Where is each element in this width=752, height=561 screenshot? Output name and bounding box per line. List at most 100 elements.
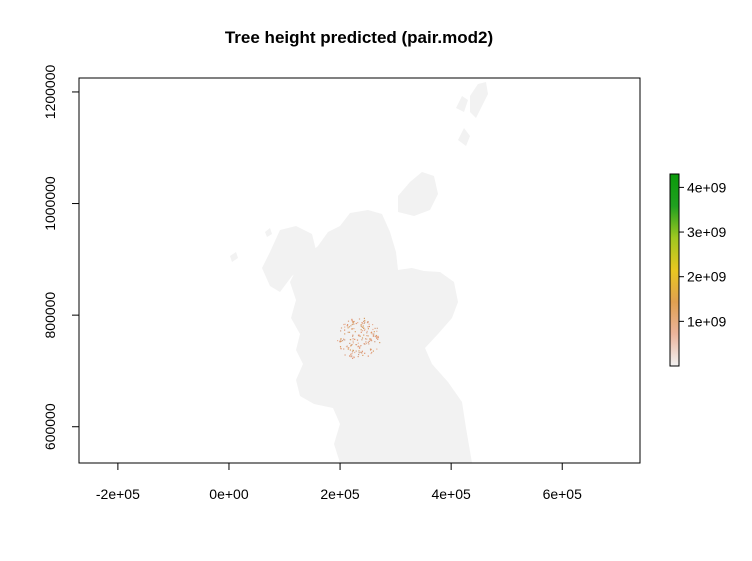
prediction-pixel bbox=[337, 340, 339, 342]
prediction-pixel bbox=[374, 335, 376, 337]
prediction-pixel bbox=[348, 347, 350, 349]
prediction-pixel bbox=[369, 338, 371, 340]
legend-tick-label: 3e+09 bbox=[687, 224, 727, 240]
prediction-pixel bbox=[350, 353, 352, 355]
prediction-pixel bbox=[374, 341, 376, 343]
prediction-pixel bbox=[376, 348, 378, 350]
prediction-pixel bbox=[368, 343, 370, 345]
y-tick-label: 600000 bbox=[42, 403, 58, 450]
prediction-pixel bbox=[364, 352, 366, 354]
prediction-pixel bbox=[344, 329, 346, 331]
prediction-pixel bbox=[349, 339, 351, 341]
x-tick-label: 6e+05 bbox=[543, 486, 583, 502]
prediction-pixel bbox=[373, 331, 375, 333]
prediction-pixel bbox=[370, 352, 372, 355]
prediction-pixel bbox=[350, 354, 352, 356]
prediction-pixel bbox=[366, 330, 368, 332]
prediction-pixel bbox=[339, 346, 342, 348]
prediction-pixel bbox=[365, 342, 368, 345]
prediction-pixel bbox=[361, 352, 363, 354]
prediction-pixel bbox=[368, 325, 370, 328]
prediction-pixel bbox=[363, 317, 365, 319]
prediction-pixel bbox=[360, 325, 362, 327]
prediction-pixel bbox=[361, 339, 363, 341]
prediction-pixel bbox=[343, 348, 345, 350]
prediction-pixel bbox=[350, 344, 352, 346]
y-axis: 600000 800000 1000000 1200000 bbox=[42, 64, 80, 450]
prediction-pixel bbox=[343, 338, 345, 340]
prediction-pixel bbox=[349, 355, 351, 357]
chart-title: Tree height predicted (pair.mod2) bbox=[224, 28, 494, 47]
prediction-pixel bbox=[361, 337, 364, 339]
prediction-pixel bbox=[371, 331, 373, 333]
prediction-pixel bbox=[364, 319, 366, 322]
prediction-pixel bbox=[360, 329, 362, 331]
prediction-pixel bbox=[367, 321, 369, 323]
prediction-pixel bbox=[352, 342, 354, 344]
prediction-pixel bbox=[361, 326, 363, 328]
land-shetland-south bbox=[456, 96, 468, 112]
raster-layer bbox=[230, 82, 488, 463]
prediction-pixel bbox=[372, 350, 374, 352]
prediction-pixel bbox=[360, 351, 362, 353]
prediction-pixel bbox=[353, 356, 355, 359]
prediction-pixel bbox=[352, 357, 354, 359]
prediction-pixel bbox=[358, 347, 361, 349]
legend-tick-label: 1e+09 bbox=[687, 313, 727, 329]
prediction-pixel bbox=[344, 323, 346, 325]
prediction-pixel bbox=[363, 343, 365, 345]
prediction-pixel bbox=[371, 351, 373, 354]
prediction-pixel bbox=[358, 318, 361, 320]
prediction-pixel bbox=[377, 337, 379, 339]
land-shetland bbox=[470, 82, 488, 118]
prediction-pixel bbox=[352, 334, 354, 336]
prediction-pixel bbox=[358, 350, 360, 352]
prediction-pixel bbox=[351, 355, 353, 357]
legend-color-bar bbox=[669, 173, 680, 367]
prediction-pixel bbox=[348, 331, 351, 333]
prediction-pixel bbox=[352, 350, 354, 352]
prediction-pixel bbox=[367, 355, 369, 357]
prediction-pixel bbox=[373, 333, 375, 335]
prediction-pixel bbox=[346, 345, 348, 347]
prediction-pixel bbox=[351, 351, 354, 353]
prediction-pixel bbox=[348, 326, 350, 328]
prediction-pixel bbox=[376, 330, 378, 332]
y-tick-label: 800000 bbox=[42, 292, 58, 339]
prediction-pixel bbox=[358, 335, 360, 337]
prediction-pixel bbox=[355, 322, 357, 325]
y-tick-label: 1000000 bbox=[42, 176, 58, 231]
prediction-pixel bbox=[363, 320, 365, 322]
prediction-pixel bbox=[361, 350, 363, 352]
prediction-pixel bbox=[354, 331, 356, 333]
prediction-pixel bbox=[360, 345, 362, 347]
x-tick-label: 2e+05 bbox=[320, 486, 360, 502]
legend-tick-label: 2e+09 bbox=[687, 269, 727, 285]
prediction-pixel bbox=[374, 327, 376, 329]
prediction-pixel bbox=[365, 338, 367, 340]
prediction-pixel bbox=[351, 344, 353, 346]
prediction-pixel bbox=[351, 320, 353, 322]
prediction-pixel bbox=[340, 327, 343, 329]
prediction-pixel bbox=[343, 323, 345, 326]
prediction-pixel bbox=[376, 327, 378, 329]
prediction-pixel bbox=[367, 341, 369, 343]
prediction-pixel bbox=[349, 342, 351, 344]
prediction-pixel bbox=[353, 328, 355, 330]
prediction-pixel bbox=[372, 328, 374, 331]
x-tick-label: -2e+05 bbox=[96, 486, 140, 502]
prediction-pixel bbox=[345, 346, 348, 348]
prediction-pixel bbox=[360, 324, 362, 326]
prediction-pixel bbox=[369, 338, 371, 340]
prediction-pixel bbox=[352, 321, 355, 323]
prediction-pixel bbox=[370, 349, 372, 351]
prediction-pixel bbox=[364, 343, 366, 345]
prediction-pixel bbox=[372, 334, 375, 336]
prediction-pixel bbox=[370, 339, 372, 342]
prediction-pixel bbox=[354, 338, 356, 340]
prediction-pixel bbox=[352, 335, 354, 337]
prediction-pixel bbox=[370, 338, 372, 340]
prediction-pixel bbox=[375, 334, 377, 337]
x-tick-label: 0e+00 bbox=[209, 486, 249, 502]
